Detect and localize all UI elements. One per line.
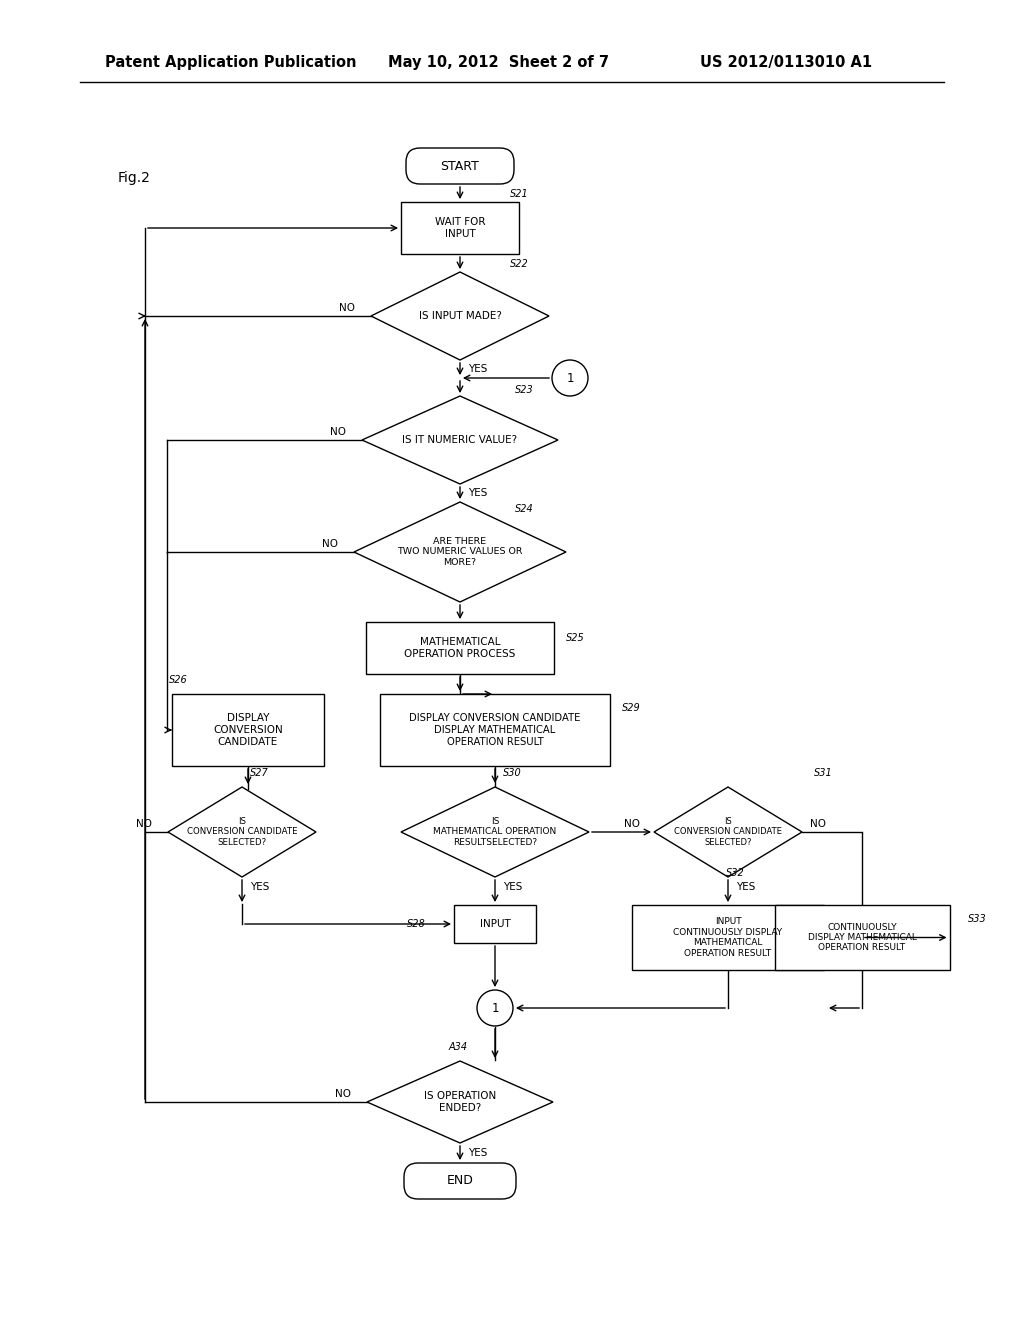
Text: IS IT NUMERIC VALUE?: IS IT NUMERIC VALUE?	[402, 436, 517, 445]
Text: DISPLAY
CONVERSION
CANDIDATE: DISPLAY CONVERSION CANDIDATE	[213, 713, 283, 747]
Text: NO: NO	[330, 426, 346, 437]
Polygon shape	[168, 787, 316, 876]
Text: S28: S28	[408, 919, 426, 929]
Circle shape	[552, 360, 588, 396]
Text: IS
MATHEMATICAL OPERATION
RESULTSELECTED?: IS MATHEMATICAL OPERATION RESULTSELECTED…	[433, 817, 557, 847]
Text: YES: YES	[503, 882, 522, 892]
Text: S32: S32	[726, 869, 744, 878]
Text: IS
CONVERSION CANDIDATE
SELECTED?: IS CONVERSION CANDIDATE SELECTED?	[186, 817, 297, 847]
Text: Fig.2: Fig.2	[118, 172, 151, 185]
Text: WAIT FOR
INPUT: WAIT FOR INPUT	[435, 218, 485, 239]
Text: IS INPUT MADE?: IS INPUT MADE?	[419, 312, 502, 321]
Text: START: START	[440, 160, 479, 173]
Text: INPUT: INPUT	[479, 919, 510, 929]
Text: INPUT
CONTINUOUSLY DISPLAY
MATHEMATICAL
OPERATION RESULT: INPUT CONTINUOUSLY DISPLAY MATHEMATICAL …	[674, 917, 782, 957]
Text: DISPLAY CONVERSION CANDIDATE
DISPLAY MATHEMATICAL
OPERATION RESULT: DISPLAY CONVERSION CANDIDATE DISPLAY MAT…	[410, 713, 581, 747]
Text: S26: S26	[169, 675, 187, 685]
Text: NO: NO	[810, 818, 826, 829]
Bar	[774, 906, 949, 970]
Text: NO: NO	[624, 818, 640, 829]
Polygon shape	[401, 787, 589, 876]
FancyBboxPatch shape	[404, 1163, 516, 1199]
Polygon shape	[371, 272, 549, 360]
Bar	[380, 694, 610, 766]
Text: NO: NO	[335, 1089, 351, 1100]
Bar	[366, 622, 554, 675]
Text: 1: 1	[492, 1002, 499, 1015]
Polygon shape	[362, 396, 558, 484]
Text: May 10, 2012  Sheet 2 of 7: May 10, 2012 Sheet 2 of 7	[388, 54, 609, 70]
Bar	[632, 906, 824, 970]
Text: CONTINUOUSLY
DISPLAY MATHEMATICAL
OPERATION RESULT: CONTINUOUSLY DISPLAY MATHEMATICAL OPERAT…	[808, 923, 916, 953]
Text: S23: S23	[515, 385, 534, 395]
Text: NO: NO	[339, 304, 355, 313]
Text: S31: S31	[814, 768, 833, 777]
Text: S29: S29	[622, 704, 641, 713]
Text: YES: YES	[468, 488, 487, 498]
Text: S33: S33	[968, 913, 986, 924]
Text: IS OPERATION
ENDED?: IS OPERATION ENDED?	[424, 1092, 496, 1113]
Text: S22: S22	[510, 259, 528, 269]
Text: YES: YES	[468, 364, 487, 374]
Bar	[401, 202, 519, 253]
Text: S25: S25	[566, 634, 585, 643]
Text: YES: YES	[250, 882, 269, 892]
Text: MATHEMATICAL
OPERATION PROCESS: MATHEMATICAL OPERATION PROCESS	[404, 638, 516, 659]
Text: ARE THERE
TWO NUMERIC VALUES OR
MORE?: ARE THERE TWO NUMERIC VALUES OR MORE?	[397, 537, 522, 566]
Text: 1: 1	[566, 371, 573, 384]
Polygon shape	[367, 1061, 553, 1143]
Bar	[454, 906, 536, 942]
Text: S24: S24	[515, 504, 534, 513]
Text: S30: S30	[503, 768, 522, 777]
Text: S21: S21	[510, 189, 528, 199]
Text: YES: YES	[468, 1148, 487, 1158]
Polygon shape	[354, 502, 566, 602]
Circle shape	[477, 990, 513, 1026]
Polygon shape	[654, 787, 802, 876]
Text: US 2012/0113010 A1: US 2012/0113010 A1	[700, 54, 872, 70]
Text: NO: NO	[136, 818, 152, 829]
Text: Patent Application Publication: Patent Application Publication	[105, 54, 356, 70]
Text: A34: A34	[449, 1041, 468, 1052]
Text: END: END	[446, 1175, 473, 1188]
FancyBboxPatch shape	[406, 148, 514, 183]
Text: S27: S27	[250, 768, 268, 777]
Text: IS
CONVERSION CANDIDATE
SELECTED?: IS CONVERSION CANDIDATE SELECTED?	[674, 817, 782, 847]
Bar	[172, 694, 324, 766]
Text: NO: NO	[322, 539, 338, 549]
Text: YES: YES	[736, 882, 756, 892]
